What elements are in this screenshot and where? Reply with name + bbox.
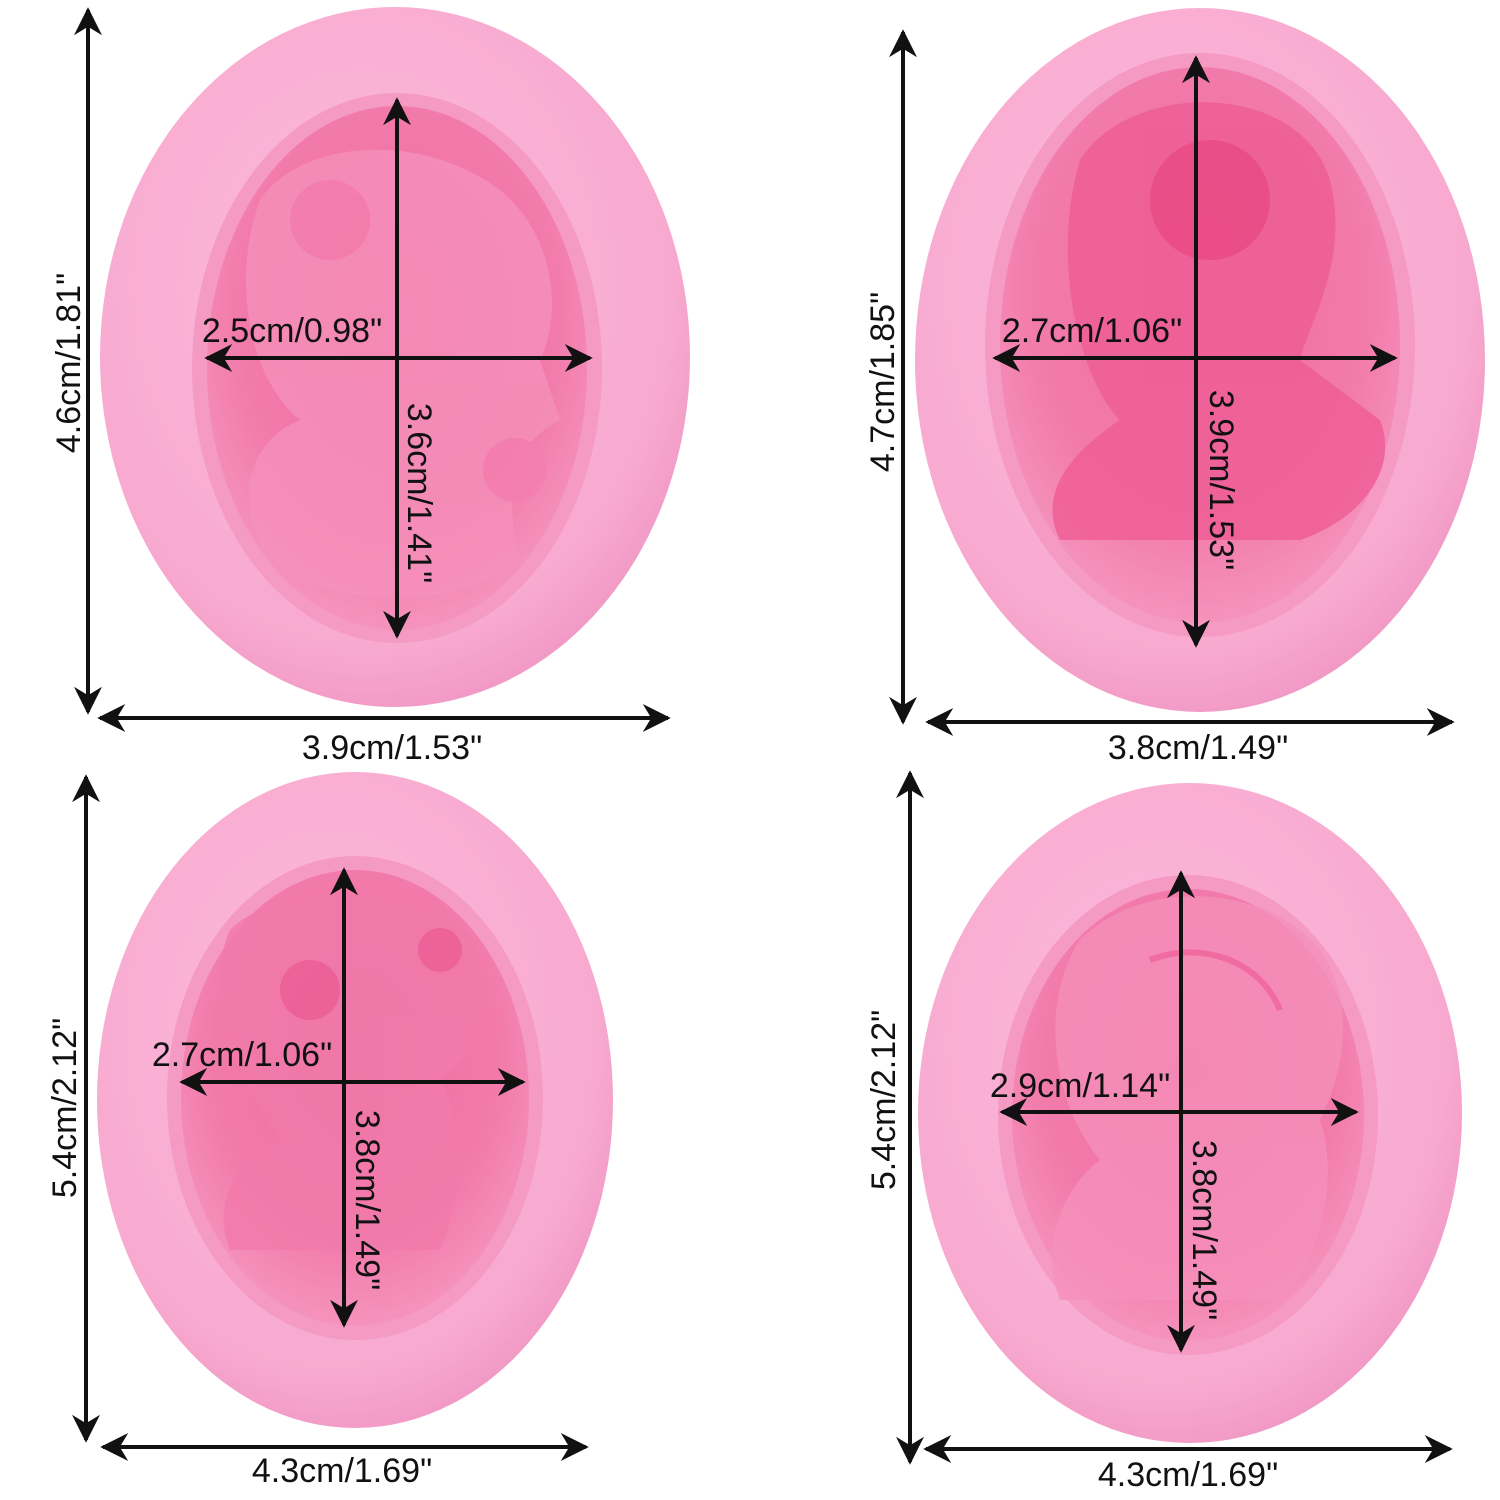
- mold-1-cavity-height-label: 3.6cm/1.41": [400, 403, 438, 583]
- mold-2-outer-width-label: 3.8cm/1.49": [1108, 729, 1288, 767]
- mold-3-cavity-width-label: 2.7cm/1.06": [152, 1036, 332, 1074]
- mold-4-cavity-width-label: 2.9cm/1.14": [990, 1067, 1170, 1105]
- mold-2-cavity-height-label: 3.9cm/1.53": [1202, 390, 1240, 570]
- mold-3-cavity-height-label: 3.8cm/1.49": [348, 1110, 386, 1290]
- mold-2: 4.7cm/1.85" 3.8cm/1.49" 2.7cm/1.06" 3.9c…: [864, 8, 1485, 767]
- cameo-lady-relief-icon: [1052, 102, 1386, 540]
- mold-2-outer-height-label: 4.7cm/1.85": [864, 292, 902, 472]
- mold-1-outer-height-label: 4.6cm/1.81": [50, 273, 88, 453]
- mold-1-cavity-width-label: 2.5cm/0.98": [202, 312, 382, 350]
- mold-4-cavity-height-label: 3.8cm/1.49": [1185, 1140, 1223, 1320]
- mold-1-outer-width-label: 3.9cm/1.53": [302, 729, 482, 767]
- mold-4: 5.4cm/2.12" 4.3cm/1.69" 2.9cm/1.14" 3.8c…: [865, 770, 1462, 1494]
- mold-4-outer-width-label: 4.3cm/1.69": [1098, 1456, 1278, 1494]
- mold-3-outer-width-label: 4.3cm/1.69": [252, 1452, 432, 1490]
- mold-1: 4.6cm/1.81" 3.9cm/1.53" 2.5cm/0.98" 3.6c…: [50, 7, 690, 767]
- mold-2-cavity-width-label: 2.7cm/1.06": [1002, 312, 1182, 350]
- mold-3-outer-height-label: 5.4cm/2.12": [46, 1018, 84, 1198]
- mold-3: 5.4cm/2.12" 4.3cm/1.69" 2.7cm/1.06" 3.8c…: [46, 772, 613, 1490]
- mold-4-outer-height-label: 5.4cm/2.12": [865, 1010, 903, 1190]
